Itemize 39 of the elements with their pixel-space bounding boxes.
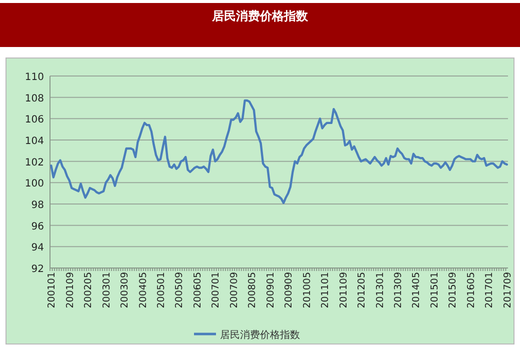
x-tick-label: 201301 <box>374 272 386 308</box>
y-tick-label: 110 <box>24 72 44 83</box>
x-tick-label: 201405 <box>411 272 422 308</box>
x-tick-label: 201509 <box>448 272 459 308</box>
y-tick-label: 100 <box>24 178 44 190</box>
x-tick-label: 200701 <box>210 272 222 308</box>
x-tick-label: 201501 <box>429 272 440 308</box>
x-tick-label: 200709 <box>228 272 240 308</box>
y-tick-label: 102 <box>24 157 44 168</box>
y-tick-label: 106 <box>24 114 44 126</box>
x-tick-label: 200501 <box>156 272 168 308</box>
x-tick-label: 200301 <box>101 272 112 308</box>
x-tick-label: 200909 <box>284 272 295 308</box>
x-tick-label: 200101 <box>46 272 58 308</box>
legend-label: 居民消费价格指数 <box>220 329 300 341</box>
y-tick-label: 104 <box>24 136 44 147</box>
x-tick-label: 201101 <box>320 272 332 308</box>
y-tick-label: 98 <box>31 200 44 211</box>
x-tick-label: 201205 <box>356 272 368 308</box>
x-tick-label: 200605 <box>192 272 204 308</box>
x-tick-label: 200509 <box>174 272 186 308</box>
y-tick-label: 94 <box>31 242 44 254</box>
x-tick-label: 201109 <box>338 272 350 308</box>
x-tick-label: 201309 <box>392 272 404 308</box>
line-series <box>50 99 508 204</box>
x-tick-label: 201605 <box>466 272 477 308</box>
x-tick-label: 200109 <box>64 272 76 308</box>
y-tick-label: 108 <box>24 93 44 104</box>
x-tick-label: 200309 <box>120 272 131 308</box>
x-tick-label: 200805 <box>247 272 258 308</box>
x-tick-label: 201709 <box>502 272 514 308</box>
x-tick-label: 200405 <box>138 272 149 308</box>
x-tick-label: 200901 <box>265 272 276 308</box>
x-tick-label: 200205 <box>83 272 94 308</box>
x-tick-label: 201005 <box>302 272 313 308</box>
y-tick-label: 92 <box>31 264 44 275</box>
y-tick-label: 96 <box>31 221 44 232</box>
chart-title: 居民消费价格指数 <box>211 9 309 23</box>
x-tick-label: 201701 <box>484 272 496 308</box>
